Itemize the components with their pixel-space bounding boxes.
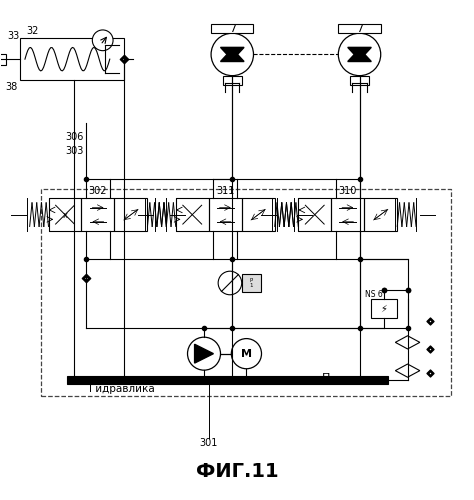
Polygon shape (348, 49, 371, 62)
Bar (338, 24, 381, 33)
Bar (0, 54, 6, 65)
Text: 7: 7 (356, 24, 363, 34)
Circle shape (338, 33, 381, 76)
Bar (20, 38, 124, 80)
Polygon shape (220, 49, 244, 62)
Text: 302: 302 (89, 186, 107, 196)
Polygon shape (220, 48, 244, 60)
Text: ⚡: ⚡ (381, 304, 387, 314)
Text: 38: 38 (6, 82, 18, 92)
Bar (331, 198, 364, 231)
Text: Гидравлика: Гидравлика (89, 384, 155, 394)
Bar (242, 198, 275, 231)
Text: 303: 303 (65, 146, 83, 156)
Bar (211, 24, 254, 33)
Circle shape (92, 30, 113, 50)
Text: 7: 7 (229, 24, 236, 34)
Text: 33: 33 (7, 30, 19, 40)
Bar (176, 198, 209, 231)
Bar (48, 198, 82, 231)
Text: 32: 32 (26, 26, 38, 36)
Text: P
1: P 1 (249, 278, 253, 288)
Text: ФИГ.11: ФИГ.11 (196, 462, 278, 481)
Text: 310: 310 (338, 186, 357, 196)
Circle shape (188, 337, 220, 370)
Bar (242, 274, 261, 292)
Bar (350, 76, 369, 85)
Bar (41, 188, 451, 396)
Bar (223, 76, 242, 85)
Bar (209, 198, 242, 231)
Circle shape (231, 338, 262, 368)
Circle shape (218, 271, 242, 295)
Circle shape (211, 33, 254, 76)
Text: П: П (322, 373, 331, 383)
Text: NS 6: NS 6 (365, 290, 383, 300)
Bar (67, 376, 388, 384)
Bar (82, 198, 115, 231)
Text: 311: 311 (216, 186, 235, 196)
Text: 306: 306 (65, 132, 83, 142)
Polygon shape (195, 344, 213, 363)
Bar (364, 198, 397, 231)
Bar (298, 198, 331, 231)
Polygon shape (348, 48, 371, 60)
Text: x: x (63, 210, 67, 220)
Bar (115, 198, 147, 231)
Bar (371, 300, 397, 318)
Text: 301: 301 (200, 438, 218, 448)
Text: M: M (241, 348, 252, 358)
